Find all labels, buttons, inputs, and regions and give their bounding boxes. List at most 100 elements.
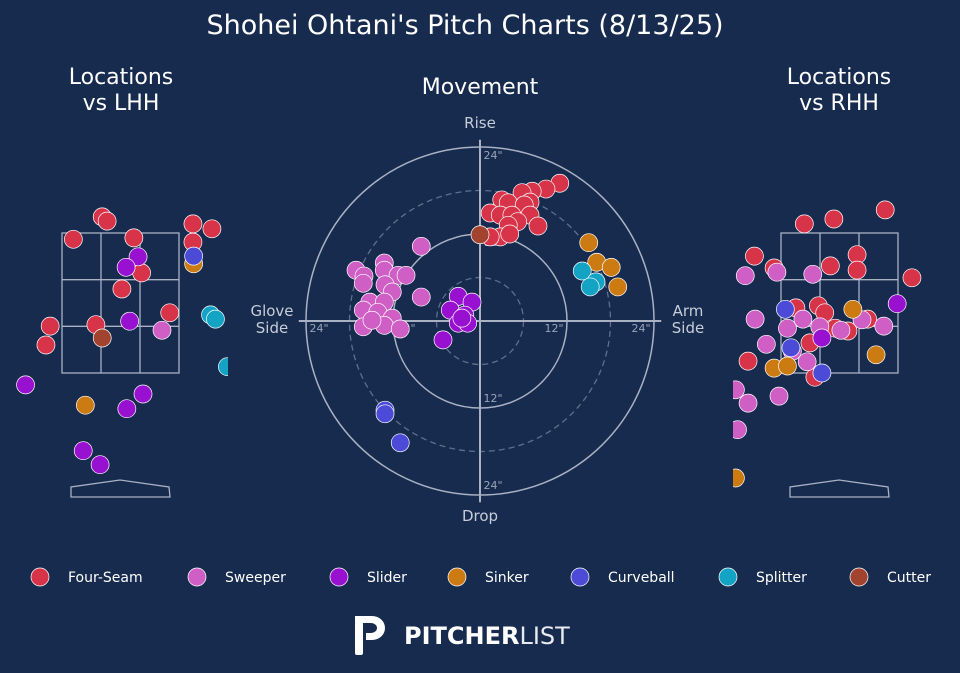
pitch-point: [887, 294, 907, 314]
pitch-point: [133, 384, 153, 404]
pitch-point: [218, 357, 228, 377]
pitch-point: [757, 334, 776, 354]
pitch-point: [738, 351, 758, 371]
pitch-point: [778, 356, 797, 376]
pitch-point: [128, 247, 148, 267]
axis-label: Drop: [461, 507, 499, 525]
pitch-point: [124, 228, 144, 248]
x-tick-label: 24": [309, 322, 328, 335]
panel-title: Locations vs RHH: [786, 65, 892, 117]
pitch-point: [572, 261, 592, 281]
pitch-point: [452, 308, 472, 328]
pitch-point: [353, 273, 373, 293]
pitch-point: [362, 310, 382, 330]
pitch-point: [812, 363, 832, 383]
pitch-point: [601, 258, 621, 277]
legend-swatch: [30, 567, 50, 587]
legend-label: Curveball: [608, 570, 675, 586]
pitch-point: [36, 335, 56, 355]
pitch-point: [375, 404, 395, 424]
points: [16, 207, 228, 475]
pitch-point: [184, 246, 203, 266]
grid-ring: [305, 146, 655, 496]
logo-light: LIST: [519, 622, 570, 650]
pitch-point: [580, 277, 600, 297]
y-tick-label: 24": [483, 479, 502, 492]
pitch-point: [738, 393, 758, 413]
pitch-point: [797, 352, 817, 372]
legend-label: Sinker: [485, 570, 529, 586]
axis-label: Glove Side: [250, 302, 294, 337]
pitch-point: [202, 219, 222, 239]
legend-label: Splitter: [756, 570, 807, 586]
pitch-point: [206, 309, 225, 329]
pitch-point: [781, 338, 801, 358]
pitch-point: [824, 209, 844, 229]
pitch-point: [92, 328, 112, 348]
pitch-point: [775, 299, 795, 319]
legend-swatch: [329, 567, 349, 587]
logo: PITCHERLIST: [355, 616, 570, 655]
pitch-point: [411, 287, 431, 307]
pitch-point: [778, 318, 797, 338]
page-title: Shohei Ohtani's Pitch Charts (8/13/25): [206, 10, 724, 41]
pitch-point: [90, 455, 110, 475]
pitch-point: [821, 256, 840, 276]
pitch-point: [73, 441, 93, 461]
legend-swatch: [570, 567, 590, 587]
legend: Four-Seam Sweeper Slider Sinker Curveball Spl…: [30, 567, 931, 587]
pitch-point: [794, 214, 814, 234]
pitch-point: [411, 236, 431, 256]
pitch-point: [769, 386, 789, 406]
pitch-point: [117, 399, 137, 419]
pitch-point: [97, 211, 117, 231]
pitch-point: [396, 265, 416, 285]
axis-label: Arm Side: [671, 302, 705, 337]
legend-swatch: [187, 567, 207, 587]
y-tick-label: 24": [483, 149, 502, 162]
legend-swatch: [447, 567, 467, 587]
pitch-point: [843, 299, 863, 319]
pitch-point: [831, 320, 851, 340]
pitch-point: [183, 214, 203, 234]
pitch-point: [803, 264, 823, 284]
y-tick-label: 12": [483, 392, 502, 405]
legend-label: Sweeper: [225, 570, 286, 586]
pitch-point: [528, 216, 548, 236]
legend-swatch: [849, 567, 869, 587]
pitch-point: [40, 316, 60, 336]
pitch-point: [470, 225, 490, 245]
pitch-point: [847, 260, 867, 280]
pitch-point: [745, 246, 764, 266]
legend-label: Cutter: [887, 570, 931, 586]
x-tick-label: 12": [544, 322, 563, 335]
pitch-point: [120, 311, 139, 331]
pitch-point: [500, 224, 520, 244]
pitch-point: [390, 319, 410, 339]
pitch-point: [608, 277, 628, 297]
points: [346, 173, 628, 453]
pitch-point: [812, 328, 832, 348]
pitch-point: [733, 380, 745, 400]
x-tick-label: 24": [631, 322, 650, 335]
pitch-point: [902, 268, 922, 288]
pitch-point: [874, 316, 894, 336]
pitch-point: [767, 262, 787, 282]
points: [733, 200, 922, 488]
panel-title: Locations vs LHH: [68, 65, 174, 117]
legend-swatch: [718, 567, 738, 587]
plot-layer: 24"12"12"24"24"12"12"24"Four-SeamSweeper…: [16, 139, 931, 587]
legend-label: Four-Seam: [68, 570, 143, 586]
pitch-point: [579, 233, 599, 253]
pitch-point: [390, 433, 410, 453]
pitch-point: [433, 330, 453, 350]
pitch-point: [875, 200, 895, 220]
pitch-point: [152, 320, 172, 340]
legend-label: Slider: [367, 570, 407, 586]
pitch-point: [160, 303, 180, 323]
pitch-point: [116, 257, 136, 277]
pitch-point: [16, 375, 35, 395]
pitch-point: [75, 395, 95, 415]
